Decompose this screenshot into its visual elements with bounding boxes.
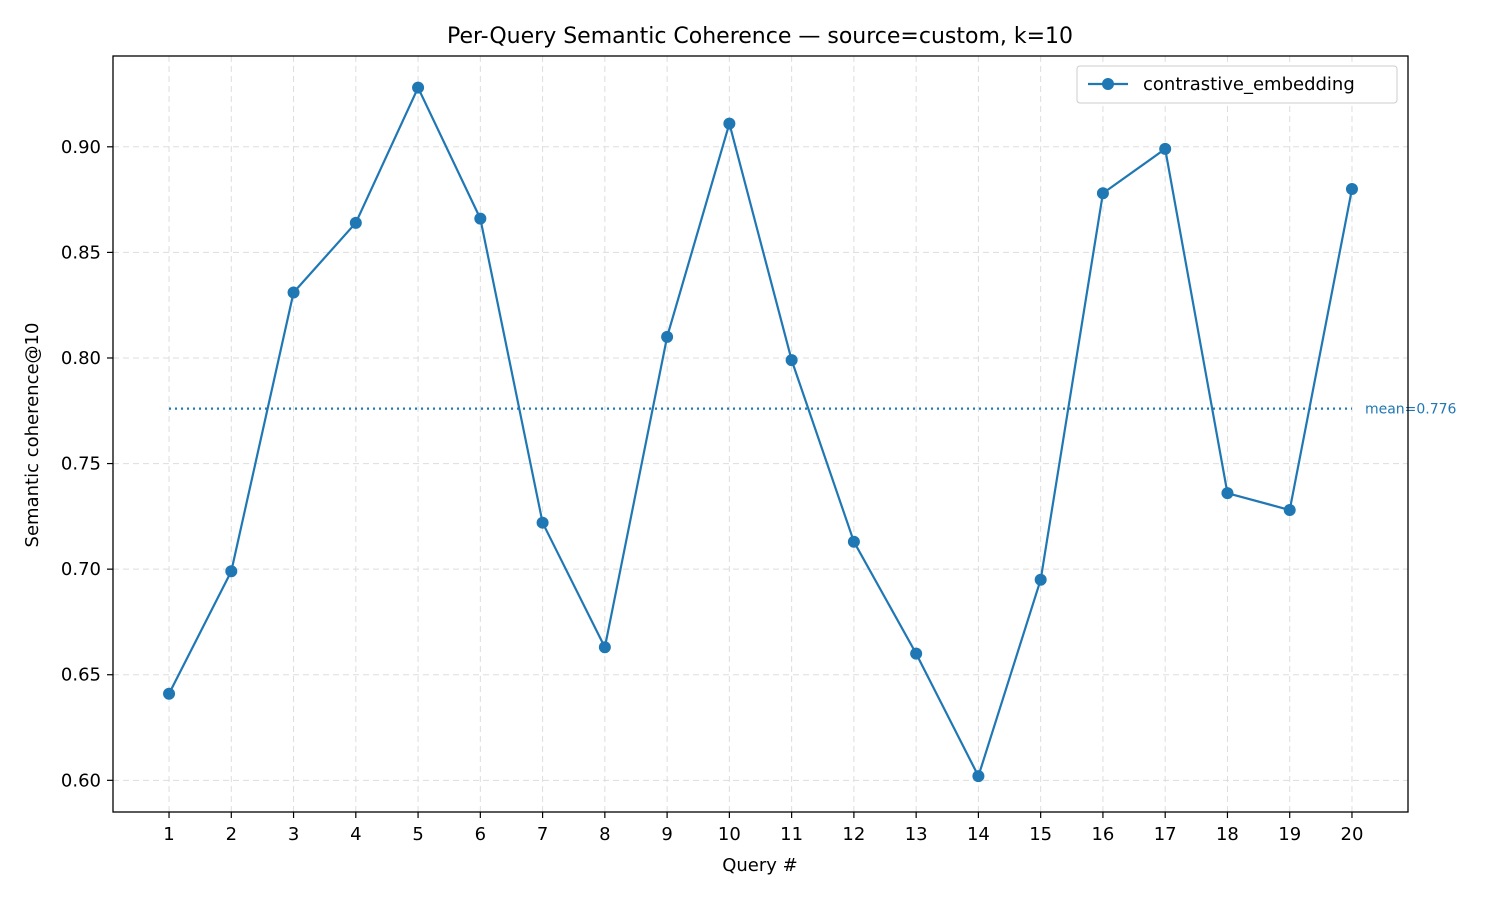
x-tick-label: 10 xyxy=(718,824,741,845)
plot-frame xyxy=(112,55,1409,813)
data-point xyxy=(225,565,238,578)
x-tick-label: 14 xyxy=(967,824,990,845)
y-axis-label: Semantic coherence@10 xyxy=(22,323,43,548)
x-tick-label: 16 xyxy=(1091,824,1114,845)
x-tick-label: 15 xyxy=(1029,824,1052,845)
mean-label: mean=0.776 xyxy=(1365,402,1457,418)
x-tick-label: 20 xyxy=(1341,824,1364,845)
x-tick-label: 3 xyxy=(288,824,299,845)
data-point xyxy=(723,117,736,130)
data-point xyxy=(536,516,549,529)
y-tick-label: 0.65 xyxy=(61,665,101,686)
data-point xyxy=(287,286,300,299)
data-point xyxy=(1096,187,1109,200)
y-axis-ticks: 0.60 0.65 0.70 0.75 0.80 0.85 0.90 xyxy=(61,137,113,791)
data-point xyxy=(1283,504,1296,517)
data-point xyxy=(1034,573,1047,586)
grid xyxy=(113,56,1408,812)
data-point xyxy=(910,647,923,660)
legend-box xyxy=(1076,65,1398,104)
data-point xyxy=(847,535,860,548)
x-axis-label: Query # xyxy=(722,855,798,876)
series-group xyxy=(163,81,1358,783)
x-tick-label: 12 xyxy=(842,824,865,845)
x-tick-label: 9 xyxy=(661,824,672,845)
y-tick-label: 0.90 xyxy=(61,137,101,158)
y-tick-label: 0.75 xyxy=(61,454,101,475)
x-tick-label: 1 xyxy=(163,824,174,845)
x-tick-label: 13 xyxy=(905,824,928,845)
data-point xyxy=(163,687,176,700)
x-tick-label: 2 xyxy=(226,824,237,845)
x-tick-label: 4 xyxy=(350,824,361,845)
y-tick-label: 0.80 xyxy=(61,348,101,369)
data-point xyxy=(1159,142,1172,155)
x-tick-label: 18 xyxy=(1216,824,1239,845)
data-point xyxy=(598,641,611,654)
series-line xyxy=(168,86,1354,778)
x-axis-ticks: 1 2 3 4 5 6 7 8 9 10 11 12 13 14 15 16 17 18 19 20 xyxy=(163,812,1363,845)
y-tick-label: 0.85 xyxy=(61,242,101,263)
data-point xyxy=(412,81,425,94)
legend: contrastive_embedding xyxy=(1076,65,1398,104)
data-point xyxy=(474,212,487,225)
x-tick-label: 17 xyxy=(1154,824,1177,845)
mean-line-group: mean=0.776 xyxy=(169,402,1457,418)
data-point xyxy=(349,216,362,229)
x-tick-label: 7 xyxy=(537,824,548,845)
x-tick-label: 19 xyxy=(1278,824,1301,845)
x-tick-label: 11 xyxy=(780,824,803,845)
data-point xyxy=(661,330,674,343)
data-point xyxy=(1345,183,1358,196)
chart-title: Per-Query Semantic Coherence — source=cu… xyxy=(447,24,1073,49)
data-point xyxy=(785,354,798,367)
legend-entry-contrastive-embedding: contrastive_embedding xyxy=(1143,74,1355,95)
data-point xyxy=(1221,487,1234,500)
x-tick-label: 8 xyxy=(599,824,610,845)
x-tick-label: 6 xyxy=(475,824,486,845)
y-tick-label: 0.60 xyxy=(61,770,101,791)
legend-marker-swatch xyxy=(1102,78,1114,90)
y-tick-label: 0.70 xyxy=(61,559,101,580)
data-point xyxy=(972,770,985,783)
x-tick-label: 5 xyxy=(412,824,423,845)
